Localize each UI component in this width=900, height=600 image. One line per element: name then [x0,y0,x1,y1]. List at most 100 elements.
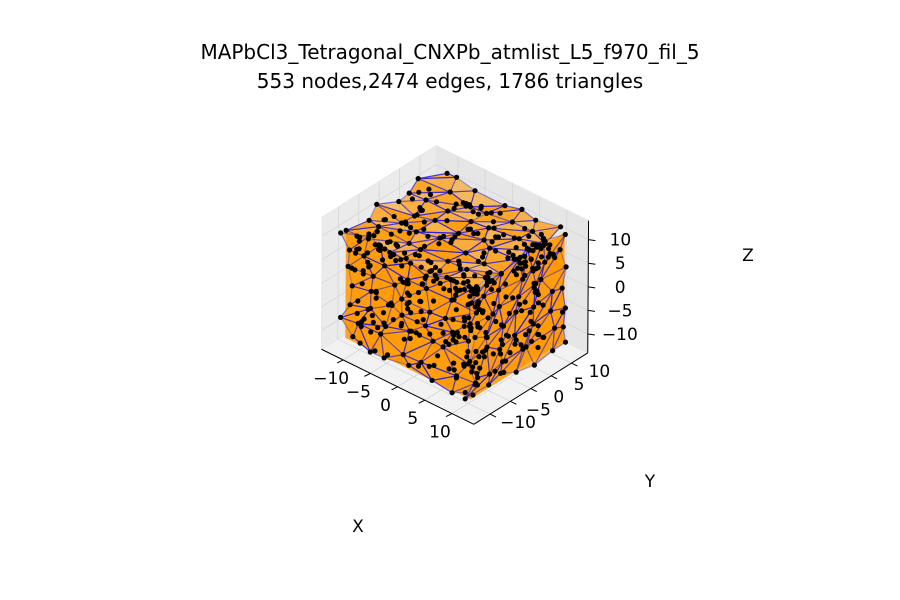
node-point [490,219,496,225]
node-point [562,339,569,345]
node-point [486,382,492,388]
node-point [360,271,366,277]
node-point [462,334,468,340]
node-point [370,319,376,325]
grid-line-y [337,206,491,415]
node-point [437,268,443,274]
node-point [562,231,568,238]
node-point [358,323,364,330]
y-tick [530,388,537,393]
node-point [522,299,528,305]
node-point [365,306,371,312]
node-point [444,170,450,176]
node-point [454,174,460,180]
node-point [493,248,499,254]
node-point [474,291,480,297]
node-point [540,235,547,242]
x-tick [391,386,398,391]
node-point [470,364,476,370]
node-point [471,231,477,237]
node-point [462,396,468,402]
node-point [511,268,517,274]
node-point [356,238,362,244]
chart-title-line1: MAPbCl3_Tetragonal_CNXPb_atmlist_L5_f970… [200,40,700,64]
node-point [431,362,437,368]
node-point [535,323,541,329]
node-point [528,256,534,262]
node-point [404,301,410,307]
node-point [423,285,429,292]
node-point [390,317,396,323]
node-point [416,332,423,338]
node-point [470,209,476,215]
node-point [490,311,496,317]
node-point [495,234,502,240]
node-point [498,322,504,328]
x-tick-label: 10 [429,423,451,443]
node-point [535,331,541,337]
node-point [560,324,566,330]
node-point [375,325,381,331]
node-point [501,232,507,238]
node-point [430,338,436,344]
node-point [464,266,470,272]
node-point [427,192,434,198]
node-point [475,211,481,217]
node-point [368,329,374,335]
mesh-triangle [406,262,428,281]
node-point [562,305,569,311]
node-point [513,309,519,315]
node-point [470,392,476,398]
node-point [472,273,478,279]
node-point [541,334,547,340]
node-point [377,247,383,253]
node-point [394,243,401,249]
x-axis-label: X [352,517,364,537]
node-point [453,375,459,381]
y-tick [489,413,497,418]
chart-title-line2: 553 nodes,2474 edges, 1786 triangles [256,69,644,93]
node-point [531,304,537,310]
node-point [464,354,470,360]
node-point [418,308,424,315]
mesh-triangle [498,256,521,291]
mesh [338,170,569,402]
node-point [498,337,504,343]
node-point [519,266,525,272]
node-point [414,319,420,325]
node-point [382,263,388,269]
node-point [461,315,467,321]
node-point [397,276,403,282]
node-point [513,245,519,251]
node-point [513,272,520,278]
node-point [485,315,491,321]
node-point [374,229,380,235]
node-point [481,237,487,243]
node-point [516,301,523,307]
node-point [369,312,375,319]
node-point [415,176,421,182]
chart-title: MAPbCl3_Tetragonal_CNXPb_atmlist_L5_f970… [0,38,900,96]
node-point [461,363,467,369]
node-point [433,199,440,205]
node-point [477,365,483,371]
node-point [527,247,533,253]
node-point [498,270,504,276]
node-point [481,293,487,299]
node-point [406,190,412,196]
node-point [391,213,397,220]
node-point [418,359,424,365]
node-point [461,280,467,286]
node-point [426,363,432,369]
node-point [409,196,415,202]
node-point [442,315,448,321]
node-point [455,230,462,236]
node-point [536,242,543,248]
node-point [513,369,519,375]
y-tick-label: −5 [526,400,551,420]
node-point [372,242,378,248]
node-point [450,316,456,323]
node-point [467,293,473,299]
node-point [402,219,409,225]
node-point [563,264,569,270]
